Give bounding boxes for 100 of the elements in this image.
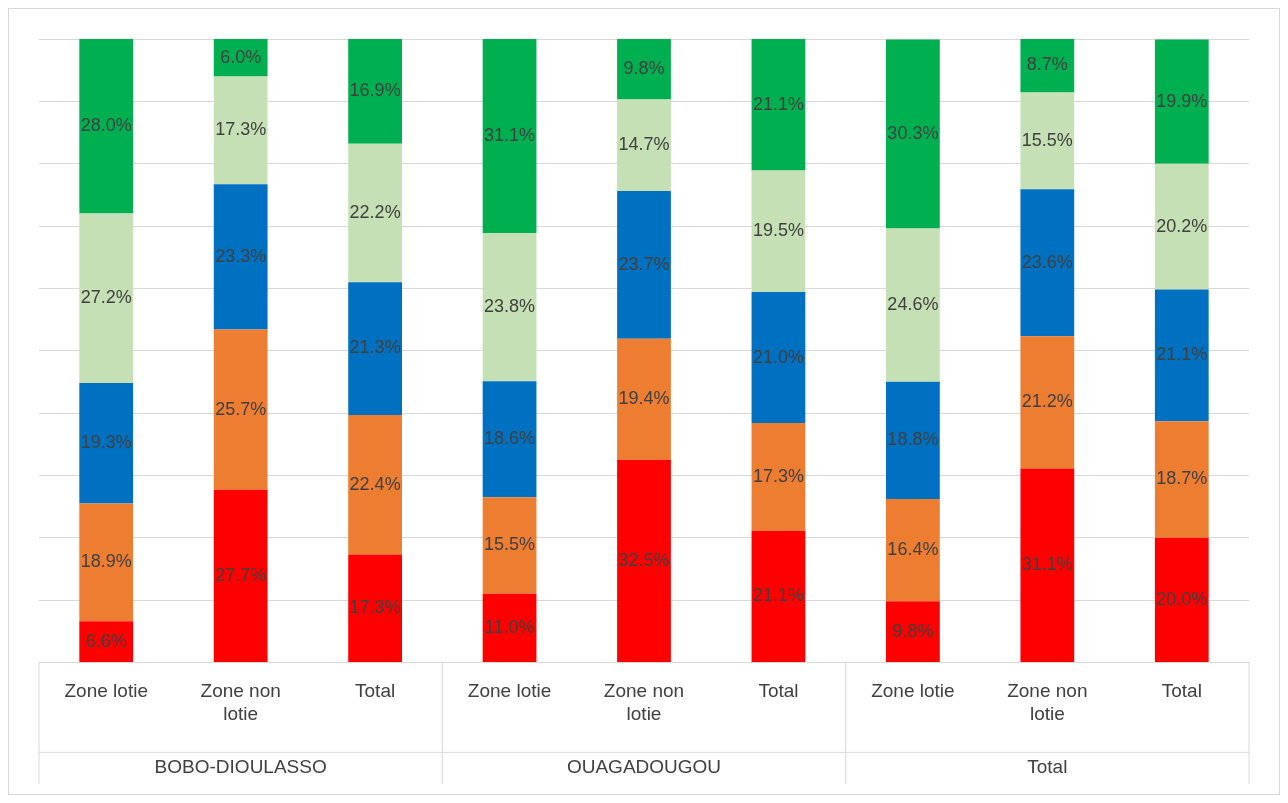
data-label: 6.0% (220, 46, 262, 67)
data-label: 9.8% (623, 57, 665, 78)
data-label: 19.4% (618, 388, 670, 409)
x-tick-label: Total (1161, 680, 1202, 702)
data-label: 17.3% (349, 597, 401, 618)
bar (79, 213, 134, 384)
bar (348, 143, 402, 283)
bar (886, 499, 940, 602)
x-tick-label: Zone non lotie (200, 680, 281, 724)
bar (482, 381, 537, 498)
bar (1020, 336, 1075, 469)
x-tick-label: Total (355, 680, 396, 702)
data-label: 16.9% (349, 80, 401, 101)
data-label: 23.7% (618, 253, 670, 274)
bar (617, 39, 671, 100)
text: BOBO-DIOULASSO (154, 756, 327, 778)
bar (751, 530, 806, 662)
text: Total (1027, 756, 1068, 778)
data-label: 28.0% (80, 115, 132, 136)
data-label: 21.3% (349, 337, 401, 358)
data-label: 21.2% (1021, 391, 1073, 412)
bar (482, 232, 537, 382)
x-tick-label: Zone non lotie (1007, 680, 1088, 724)
data-label: 19.5% (752, 220, 804, 241)
x-tick-label: Zone lotie (871, 680, 955, 702)
data-label: 18.9% (80, 551, 132, 572)
data-label: 27.2% (80, 287, 132, 308)
data-label: 23.3% (215, 245, 267, 266)
bar (213, 489, 268, 662)
data-label: 11.0% (484, 616, 535, 637)
bar (1154, 537, 1209, 662)
data-label: 31.1% (484, 124, 536, 145)
bar (751, 170, 806, 293)
x-tick-label: Total (758, 680, 799, 702)
bar (482, 39, 537, 233)
bar (1020, 189, 1075, 337)
bar (1154, 289, 1209, 422)
data-label: 16.4% (887, 539, 939, 560)
data-label: 17.3% (752, 465, 804, 486)
x-tick-label: Zone non lotie (603, 680, 685, 724)
bar (213, 76, 268, 185)
bar (482, 497, 537, 594)
bar (886, 381, 940, 500)
data-label: 21.0% (752, 346, 804, 367)
bar (1020, 92, 1075, 190)
data-label: 19.3% (80, 432, 132, 453)
data-label: 8.7% (1026, 54, 1068, 75)
bar (1020, 39, 1075, 93)
bar (213, 184, 268, 330)
bar (751, 423, 806, 531)
bar (617, 459, 671, 662)
data-label: 22.2% (349, 201, 401, 222)
bar (482, 593, 537, 662)
bar (617, 338, 671, 460)
bar (617, 99, 671, 192)
bar (886, 601, 940, 662)
data-label: 9.8% (892, 620, 934, 641)
bar (1020, 468, 1075, 662)
data-label: 18.7% (1156, 468, 1208, 489)
bar (886, 228, 940, 382)
bar (751, 292, 806, 424)
bar (348, 282, 402, 415)
bar (79, 383, 134, 504)
data-label: 31.1% (1021, 554, 1073, 575)
data-label: 20.0% (1156, 588, 1208, 609)
bar (1154, 163, 1209, 290)
text: OUAGADOUGOU (566, 756, 722, 778)
data-label: 25.7% (215, 398, 267, 419)
bar (348, 39, 402, 144)
bar (617, 191, 671, 339)
data-label: 27.7% (215, 564, 267, 585)
data-label: 32.5% (618, 549, 670, 570)
data-label: 18.8% (887, 429, 939, 450)
data-label: 23.6% (1021, 251, 1073, 272)
bar (213, 329, 268, 490)
bar (1154, 421, 1209, 538)
bar (79, 503, 134, 622)
bar (886, 39, 940, 229)
x-tick-label: Zone lotie (467, 680, 552, 702)
data-label: 6.6% (85, 630, 127, 651)
data-label: 22.4% (349, 473, 401, 494)
data-label: 15.5% (1021, 129, 1073, 150)
x-tick-label: Zone lotie (64, 680, 148, 702)
data-label: 30.3% (887, 123, 939, 144)
data-label: 20.2% (1156, 215, 1208, 236)
bar (348, 414, 402, 555)
bar (1154, 39, 1209, 164)
bar (751, 39, 806, 171)
data-label: 18.6% (484, 428, 536, 449)
data-label: 19.9% (1156, 90, 1208, 111)
bar (348, 554, 402, 662)
data-label: 21.1% (752, 585, 804, 606)
data-label: 17.3% (215, 119, 267, 140)
data-label: 24.6% (887, 294, 939, 315)
data-label: 21.1% (752, 93, 804, 114)
data-label: 14.7% (618, 134, 670, 155)
data-label: 21.1% (1156, 344, 1208, 365)
data-label: 23.8% (484, 296, 536, 317)
data-label: 15.5% (484, 534, 536, 555)
bar (79, 39, 134, 214)
